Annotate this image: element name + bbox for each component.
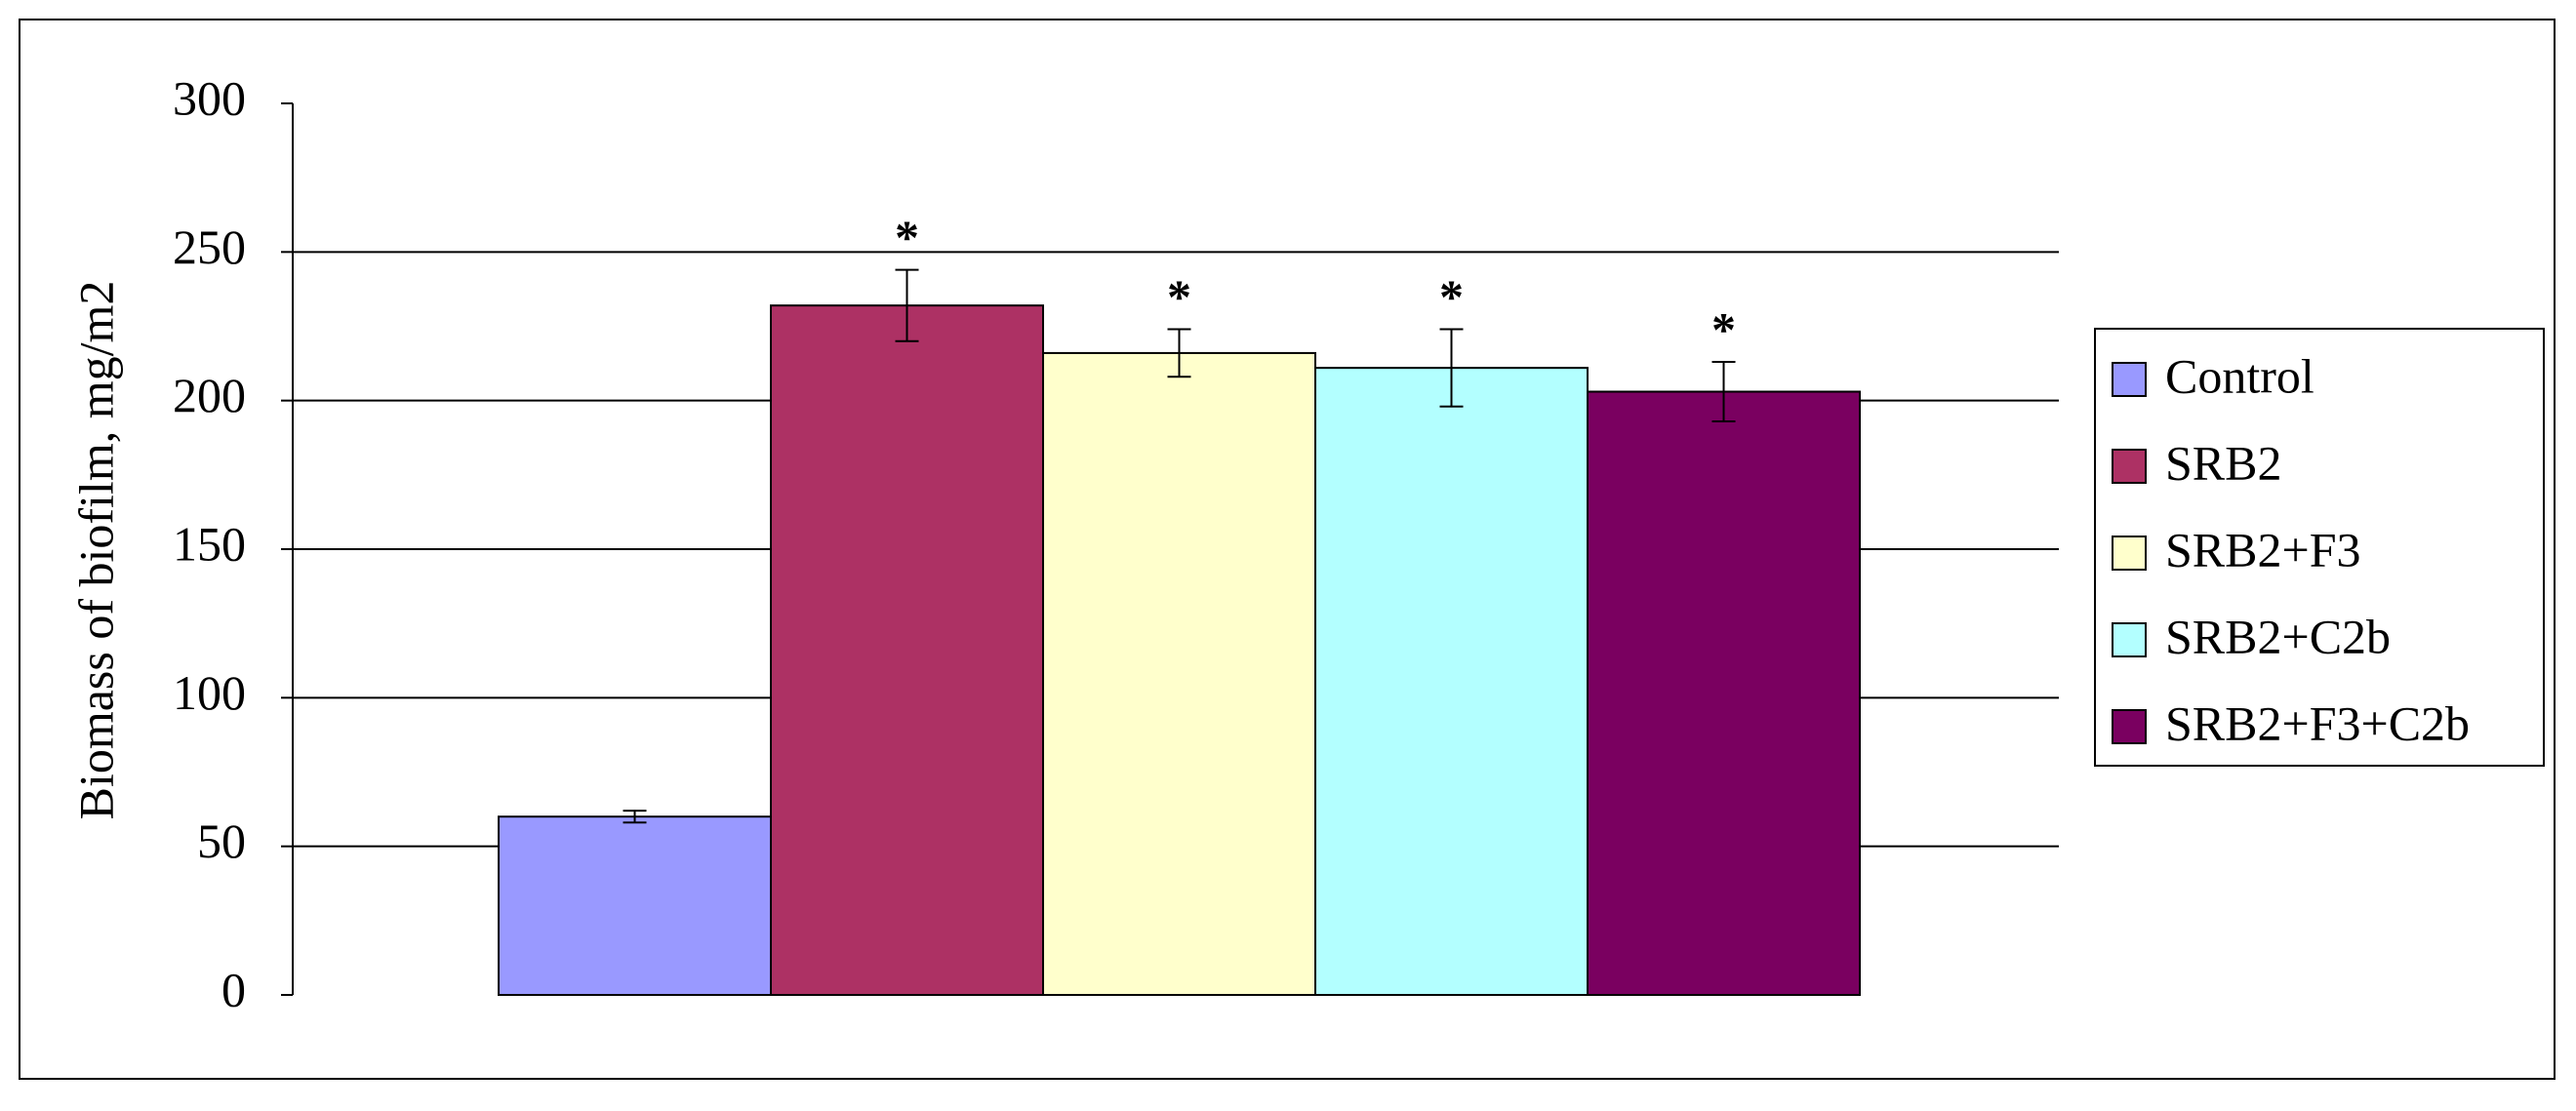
y-tick-label: 150 bbox=[173, 516, 246, 571]
error-bar bbox=[895, 268, 919, 342]
y-tick-label: 50 bbox=[197, 813, 246, 868]
y-tick-label: 300 bbox=[173, 70, 246, 125]
bar bbox=[1587, 390, 1861, 996]
error-bar bbox=[1167, 328, 1191, 378]
legend-swatch bbox=[2112, 536, 2147, 571]
legend-swatch bbox=[2112, 622, 2147, 657]
error-bar bbox=[1711, 361, 1736, 422]
significance-label: * bbox=[1167, 269, 1191, 324]
error-bar bbox=[623, 810, 647, 824]
legend-label: Control bbox=[2165, 348, 2314, 403]
bar bbox=[1314, 367, 1589, 996]
y-tick-label: 200 bbox=[173, 368, 246, 422]
significance-label: * bbox=[1711, 302, 1736, 357]
error-bar bbox=[1439, 328, 1464, 408]
y-tick-label: 100 bbox=[173, 665, 246, 720]
significance-label: * bbox=[1439, 269, 1464, 324]
legend-label: SRB2+F3 bbox=[2165, 522, 2361, 576]
legend-swatch bbox=[2112, 449, 2147, 484]
bar bbox=[498, 815, 772, 997]
y-axis-title: Biomass of biofilm, mg/m2 bbox=[68, 281, 123, 820]
y-tick-label: 250 bbox=[173, 219, 246, 274]
bar bbox=[1042, 351, 1316, 997]
bar bbox=[770, 304, 1044, 996]
legend-label: SRB2 bbox=[2165, 435, 2282, 490]
legend-label: SRB2+F3+C2b bbox=[2165, 695, 2470, 750]
legend-label: SRB2+C2b bbox=[2165, 609, 2391, 663]
y-tick-label: 0 bbox=[221, 962, 246, 1016]
legend-swatch bbox=[2112, 362, 2147, 397]
legend-box bbox=[2094, 328, 2545, 767]
legend-swatch bbox=[2112, 709, 2147, 744]
significance-label: * bbox=[895, 210, 919, 264]
